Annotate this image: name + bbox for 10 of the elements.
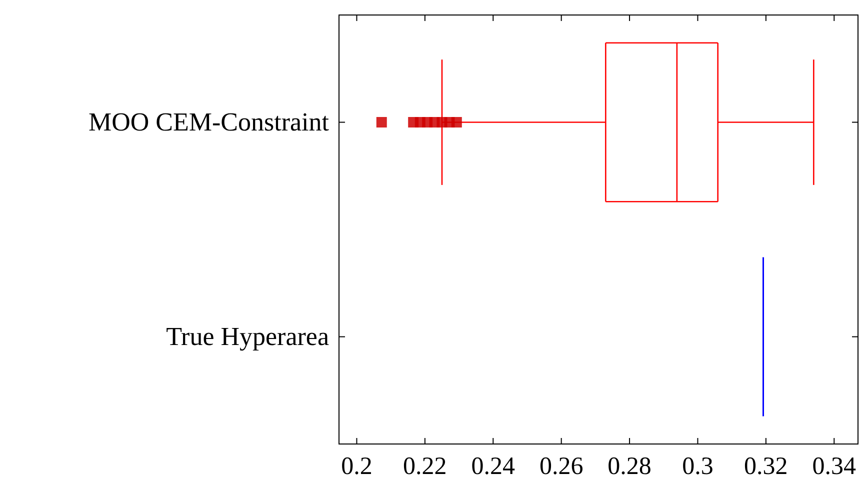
x-tick-label: 0.26	[539, 453, 584, 480]
x-tick-label: 0.22	[403, 453, 447, 480]
x-tick-label: 0.34	[812, 453, 857, 480]
x-tick-label: 0.24	[471, 453, 516, 480]
y-tick-label: True Hyperarea	[166, 322, 330, 352]
y-tick-label: MOO CEM-Constraint	[88, 108, 330, 137]
x-tick-label: 0.32	[744, 453, 788, 480]
x-tick-label: 0.3	[682, 453, 714, 480]
x-tick-label: 0.2	[341, 453, 372, 480]
x-tick-label: 0.28	[608, 453, 652, 480]
